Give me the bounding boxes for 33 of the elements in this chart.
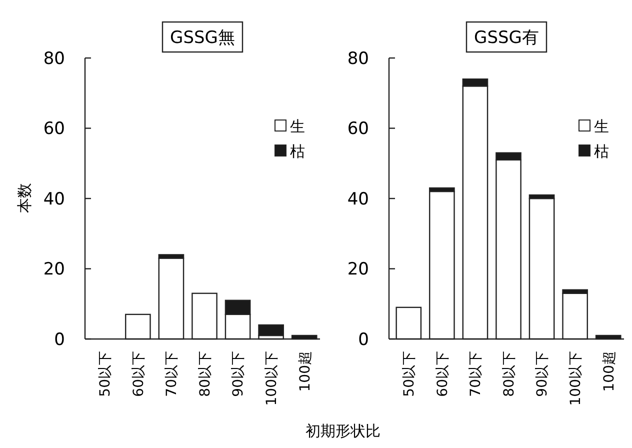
legend-label: 生 [594, 117, 609, 136]
y-tick-label: 80 [347, 48, 369, 69]
x-tick-label: 70以下 [164, 351, 180, 397]
y-tick-label: 80 [43, 48, 65, 69]
y-tick-label: 40 [43, 189, 65, 210]
y-tick-label: 0 [54, 330, 65, 350]
x-tick-label: 90以下 [230, 351, 247, 397]
x-tick-label: 50以下 [98, 351, 114, 397]
legend-label: 枯 [290, 142, 305, 160]
x-tick-label: 70以下 [468, 351, 484, 397]
x-tick-label: 80以下 [197, 351, 214, 397]
y-tick-label: 20 [43, 260, 65, 280]
y-axis-title: 本数 [15, 183, 34, 213]
y-tick-label: 20 [347, 260, 369, 280]
x-tick-label: 60以下 [130, 351, 147, 397]
x-tick-label: 80以下 [501, 351, 518, 397]
x-tick-label: 60以下 [434, 351, 451, 397]
x-tick-label: 100以下 [264, 351, 280, 406]
chart-title: GSSG無 [170, 28, 235, 48]
x-tick-label: 100以下 [568, 351, 584, 406]
x-axis-title: 初期形状比 [306, 422, 380, 440]
x-tick-label: 50以下 [402, 351, 418, 397]
y-tick-label: 60 [347, 119, 369, 140]
y-tick-label: 40 [347, 189, 369, 210]
chart-title: GSSG有 [474, 28, 539, 48]
legend-label: 生 [290, 117, 305, 136]
x-tick-label: 100超 [601, 351, 618, 392]
y-tick-label: 60 [43, 119, 65, 140]
legend-label: 枯 [594, 142, 609, 160]
x-tick-label: 90以下 [534, 351, 551, 397]
y-tick-label: 0 [358, 330, 369, 350]
x-tick-label: 100超 [297, 351, 314, 392]
bar [258, 324, 284, 336]
